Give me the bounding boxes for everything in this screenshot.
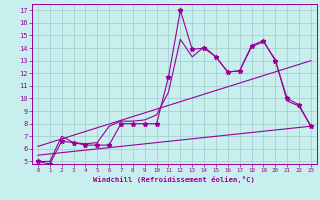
X-axis label: Windchill (Refroidissement éolien,°C): Windchill (Refroidissement éolien,°C) — [93, 176, 255, 183]
